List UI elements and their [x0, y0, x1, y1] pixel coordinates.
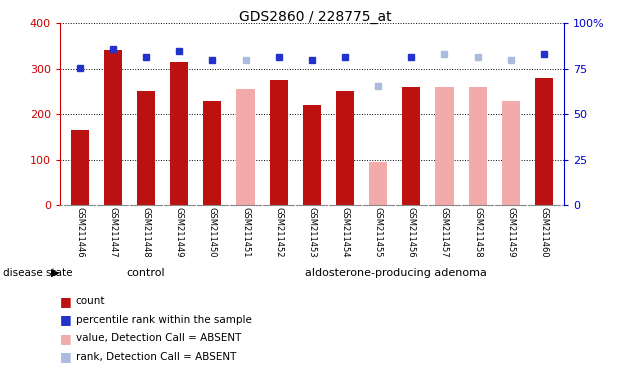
- Text: GSM211454: GSM211454: [340, 207, 350, 258]
- Bar: [170, 62, 188, 205]
- Bar: [270, 80, 288, 205]
- Text: ■: ■: [60, 350, 72, 363]
- Bar: [402, 87, 420, 205]
- Bar: [137, 91, 155, 205]
- Bar: [369, 162, 387, 205]
- Text: GSM211447: GSM211447: [108, 207, 117, 258]
- Text: value, Detection Call = ABSENT: value, Detection Call = ABSENT: [76, 333, 241, 343]
- Text: GSM211459: GSM211459: [507, 207, 515, 258]
- Text: rank, Detection Call = ABSENT: rank, Detection Call = ABSENT: [76, 352, 236, 362]
- Text: GSM211458: GSM211458: [473, 207, 482, 258]
- Text: aldosterone-producing adenoma: aldosterone-producing adenoma: [306, 268, 488, 278]
- Text: GSM211455: GSM211455: [374, 207, 382, 258]
- Text: ■: ■: [60, 332, 72, 345]
- Text: count: count: [76, 296, 105, 306]
- Text: disease state: disease state: [3, 268, 72, 278]
- Text: GSM211453: GSM211453: [307, 207, 316, 258]
- Text: GSM211456: GSM211456: [407, 207, 416, 258]
- Text: percentile rank within the sample: percentile rank within the sample: [76, 315, 251, 325]
- Text: GSM211457: GSM211457: [440, 207, 449, 258]
- Bar: [535, 78, 553, 205]
- Bar: [104, 50, 122, 205]
- Text: ■: ■: [60, 295, 72, 308]
- Text: control: control: [127, 268, 165, 278]
- Bar: [303, 105, 321, 205]
- Text: GSM211450: GSM211450: [208, 207, 217, 258]
- Bar: [469, 87, 487, 205]
- Bar: [71, 130, 89, 205]
- Bar: [336, 91, 354, 205]
- Text: GSM211448: GSM211448: [142, 207, 151, 258]
- Bar: [501, 101, 520, 205]
- Text: ■: ■: [60, 313, 72, 326]
- Text: GSM211452: GSM211452: [274, 207, 284, 258]
- Text: ▶: ▶: [51, 268, 60, 278]
- Text: GSM211460: GSM211460: [539, 207, 549, 258]
- Bar: [435, 87, 454, 205]
- Text: GSM211446: GSM211446: [75, 207, 84, 258]
- Text: GDS2860 / 228775_at: GDS2860 / 228775_at: [239, 10, 391, 23]
- Text: GSM211451: GSM211451: [241, 207, 250, 258]
- Bar: [236, 89, 255, 205]
- Text: GSM211449: GSM211449: [175, 207, 184, 258]
- Bar: [203, 101, 222, 205]
